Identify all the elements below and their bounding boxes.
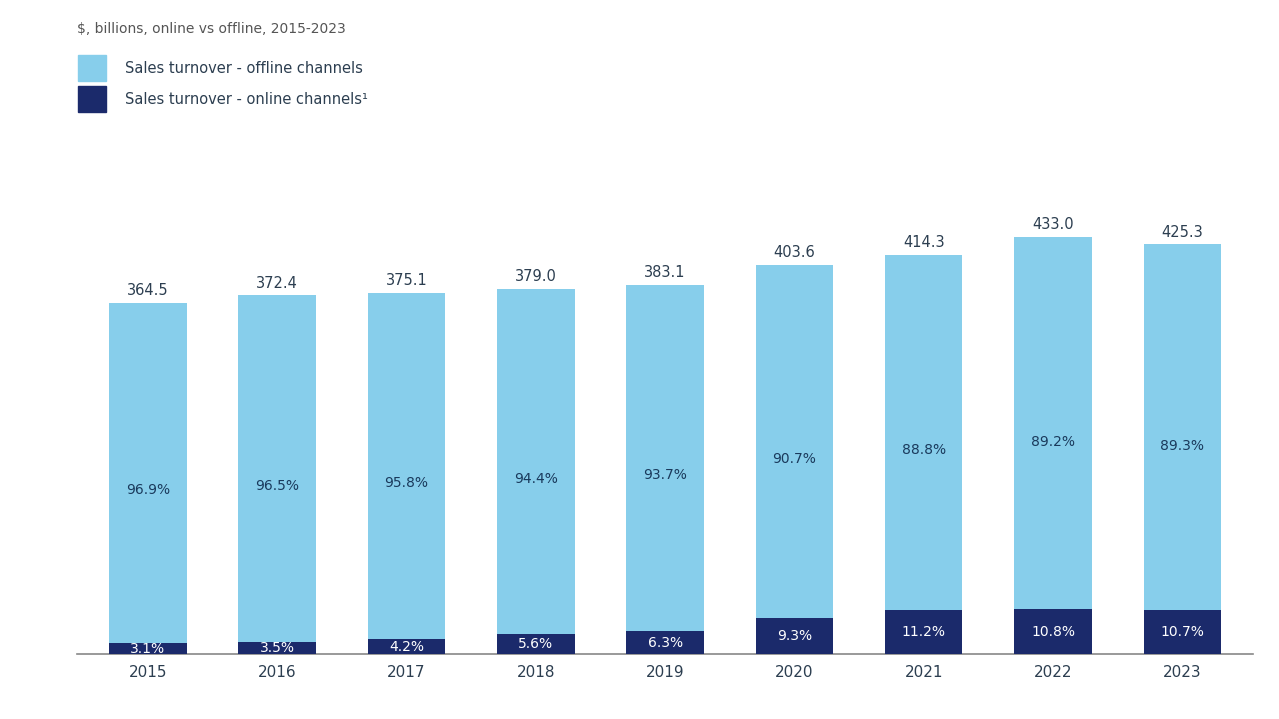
Text: 414.3: 414.3 [903,235,944,250]
Text: 364.5: 364.5 [127,283,169,298]
Text: 3.5%: 3.5% [260,641,294,655]
Bar [885,255,963,610]
Bar [1014,237,1092,609]
Text: 93.7%: 93.7% [643,468,687,482]
Text: 6.3%: 6.3% [647,636,683,650]
Text: 94.4%: 94.4% [514,472,558,485]
Text: 425.3: 425.3 [1161,224,1204,239]
Bar [109,303,187,644]
Text: 5.6%: 5.6% [518,637,554,651]
Text: 9.3%: 9.3% [776,629,812,644]
Text: 90.7%: 90.7% [773,452,816,467]
Bar [885,610,963,654]
Bar [238,296,316,642]
Bar [1143,244,1221,610]
Bar [498,289,574,634]
Bar [367,639,445,654]
Bar [109,644,187,654]
Text: Sales turnover - online channels¹: Sales turnover - online channels¹ [125,92,368,106]
Bar [498,634,574,654]
Bar [756,618,833,654]
Text: 11.2%: 11.2% [902,625,945,639]
Bar [756,265,833,618]
Text: 88.8%: 88.8% [902,443,945,457]
Text: Sales turnover - offline channels: Sales turnover - offline channels [125,61,363,75]
Text: 10.8%: 10.8% [1031,625,1074,638]
Text: 95.8%: 95.8% [385,476,428,490]
Bar [627,285,703,631]
Text: 372.4: 372.4 [256,275,298,290]
Text: 375.1: 375.1 [385,273,427,288]
Text: 89.3%: 89.3% [1160,439,1205,453]
Text: $, billions, online vs offline, 2015-2023: $, billions, online vs offline, 2015-202… [77,22,345,35]
Bar [367,293,445,639]
Text: 379.0: 379.0 [515,269,556,284]
Bar [627,631,703,654]
Text: 96.9%: 96.9% [125,483,170,498]
Text: 89.2%: 89.2% [1031,435,1074,449]
Text: 403.6: 403.6 [774,245,815,260]
Text: 96.5%: 96.5% [256,479,299,493]
Bar [1143,610,1221,654]
Bar [238,642,316,654]
Text: 10.7%: 10.7% [1160,626,1205,639]
Bar [1014,609,1092,654]
Text: 433.0: 433.0 [1032,217,1074,232]
Text: 4.2%: 4.2% [389,640,423,654]
Text: 3.1%: 3.1% [130,642,165,656]
Text: 383.1: 383.1 [645,265,686,280]
